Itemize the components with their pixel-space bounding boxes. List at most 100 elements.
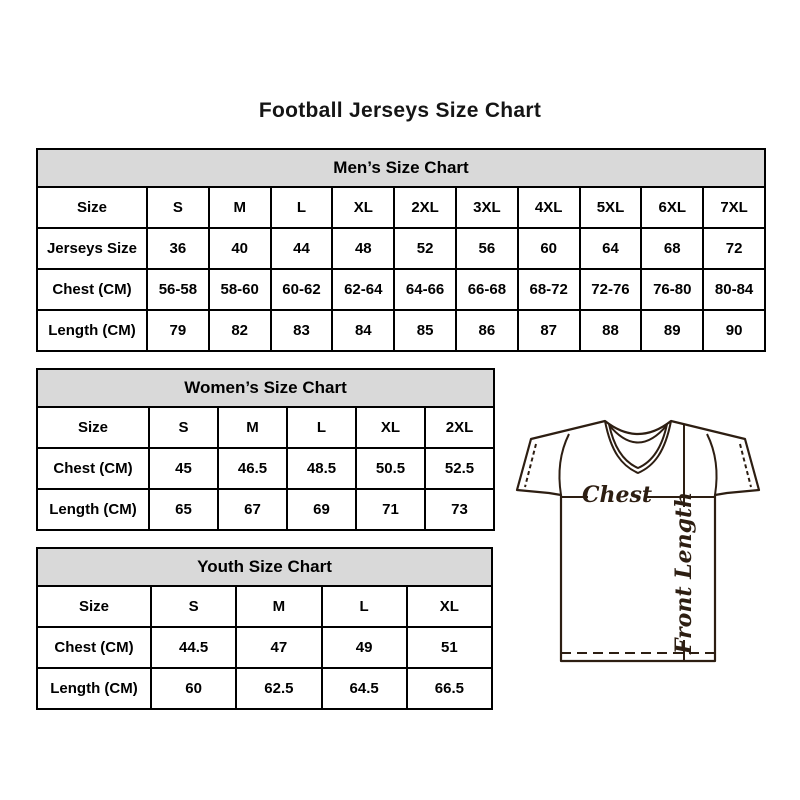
value-cell: XL <box>405 585 494 628</box>
value-cell: 90 <box>702 309 766 352</box>
right-sleeve-seam <box>706 433 718 496</box>
value-cell: 60 <box>149 667 238 710</box>
value-cell: 4XL <box>516 186 581 229</box>
row-label-cell: Length (CM) <box>36 488 150 531</box>
value-cell: XL <box>331 186 396 229</box>
value-cell: 66-68 <box>454 268 519 311</box>
value-cell: 7XL <box>702 186 766 229</box>
table-band-row: Men’s Size Chart <box>36 148 766 188</box>
table-row: Chest (CM) 56-58 58-60 60-62 62-64 64-66 66-68… <box>36 268 766 311</box>
row-label-cell: Length (CM) <box>36 667 152 710</box>
row-label-cell: Jerseys Size <box>36 227 148 270</box>
value-cell: 69 <box>286 488 357 531</box>
value-cell: 66.5 <box>405 667 494 710</box>
value-cell: 50.5 <box>355 447 426 490</box>
value-cell: 67 <box>217 488 288 531</box>
collar-inner-v <box>608 423 668 469</box>
value-cell: 62.5 <box>235 667 323 710</box>
table-row: Size S M L XL 2XL 3XL 4XL 5XL 6XL 7XL <box>36 186 766 229</box>
value-cell: 85 <box>393 309 457 352</box>
value-cell: 6XL <box>640 186 705 229</box>
table-row: Length (CM) 79 82 83 84 85 86 87 88 89 90 <box>36 309 766 352</box>
left-cuff-stitch-dashed-line <box>524 443 537 488</box>
left-sleeve-seam <box>558 433 570 496</box>
value-cell: S <box>149 585 238 628</box>
value-cell: 60-62 <box>269 268 334 311</box>
value-cell: L <box>269 186 334 229</box>
table-band-row: Youth Size Chart <box>36 547 493 587</box>
value-cell: 52 <box>393 227 457 270</box>
value-cell: L <box>320 585 408 628</box>
value-cell: 79 <box>146 309 210 352</box>
value-cell: 62-64 <box>331 268 396 311</box>
collar-outer-v <box>604 420 672 474</box>
right-cuff-stitch-dashed-line <box>739 443 752 488</box>
value-cell: 48.5 <box>286 447 357 490</box>
table-row: Size S M L XL 2XL <box>36 406 495 449</box>
value-cell: 36 <box>146 227 210 270</box>
value-cell: 46.5 <box>217 447 288 490</box>
table-row: Length (CM) 60 62.5 64.5 66.5 <box>36 667 494 710</box>
youth-size-table: Youth Size Chart Size S M L XL Chest (CM) 44.5… <box>36 547 494 710</box>
value-cell: 52.5 <box>424 447 495 490</box>
chest-measure-label: Chest <box>582 482 652 508</box>
mens-size-table: Men’s Size Chart Size S M L XL 2XL 3XL 4XL 5XL 6X… <box>36 148 766 352</box>
womens-size-table: Women’s Size Chart Size S M L XL 2XL Chest (CM… <box>36 368 495 531</box>
value-cell: 87 <box>516 309 581 352</box>
front-length-measure-label: Front Length <box>671 492 697 655</box>
value-cell: 89 <box>640 309 705 352</box>
value-cell: 40 <box>207 227 272 270</box>
value-cell: L <box>286 406 357 449</box>
collar-band-arc <box>608 424 668 444</box>
table-row: Size S M L XL <box>36 585 494 628</box>
value-cell: M <box>217 406 288 449</box>
value-cell: 44.5 <box>149 626 238 669</box>
value-cell: M <box>235 585 323 628</box>
page-title: Football Jerseys Size Chart <box>258 99 542 122</box>
table-row: Chest (CM) 44.5 47 49 51 <box>36 626 494 669</box>
value-cell: 72 <box>702 227 766 270</box>
youth-table-title: Youth Size Chart <box>36 547 493 587</box>
value-cell: 86 <box>454 309 519 352</box>
value-cell: 56-58 <box>146 268 210 311</box>
value-cell: 2XL <box>393 186 457 229</box>
row-label-cell: Size <box>36 585 152 628</box>
jersey-measurement-diagram: Chest Front Length <box>515 419 761 663</box>
value-cell: 68-72 <box>516 268 581 311</box>
value-cell: 82 <box>207 309 272 352</box>
value-cell: 88 <box>578 309 643 352</box>
value-cell: 49 <box>320 626 408 669</box>
table-row: Jerseys Size 36 40 44 48 52 56 60 64 68 72 <box>36 227 766 270</box>
value-cell: 72-76 <box>578 268 643 311</box>
womens-table-title: Women’s Size Chart <box>36 368 495 408</box>
value-cell: 58-60 <box>207 268 272 311</box>
value-cell: M <box>207 186 272 229</box>
value-cell: 76-80 <box>640 268 705 311</box>
value-cell: 48 <box>331 227 396 270</box>
value-cell: 71 <box>355 488 426 531</box>
row-label-cell: Size <box>36 186 148 229</box>
value-cell: 68 <box>640 227 705 270</box>
value-cell: 64.5 <box>320 667 408 710</box>
jersey-outline <box>515 419 761 663</box>
value-cell: 64-66 <box>393 268 457 311</box>
table-row: Length (CM) 65 67 69 71 73 <box>36 488 495 531</box>
value-cell: 3XL <box>454 186 519 229</box>
row-label-cell: Chest (CM) <box>36 626 152 669</box>
table-band-row: Women’s Size Chart <box>36 368 495 408</box>
row-label-cell: Size <box>36 406 150 449</box>
value-cell: 60 <box>516 227 581 270</box>
value-cell: 51 <box>405 626 494 669</box>
value-cell: 45 <box>148 447 219 490</box>
mens-table-title: Men’s Size Chart <box>36 148 766 188</box>
row-label-cell: Chest (CM) <box>36 447 150 490</box>
value-cell: XL <box>355 406 426 449</box>
value-cell: 2XL <box>424 406 495 449</box>
value-cell: 47 <box>235 626 323 669</box>
table-row: Chest (CM) 45 46.5 48.5 50.5 52.5 <box>36 447 495 490</box>
row-label-cell: Length (CM) <box>36 309 148 352</box>
value-cell: 44 <box>269 227 334 270</box>
value-cell: 64 <box>578 227 643 270</box>
value-cell: 65 <box>148 488 219 531</box>
value-cell: S <box>148 406 219 449</box>
